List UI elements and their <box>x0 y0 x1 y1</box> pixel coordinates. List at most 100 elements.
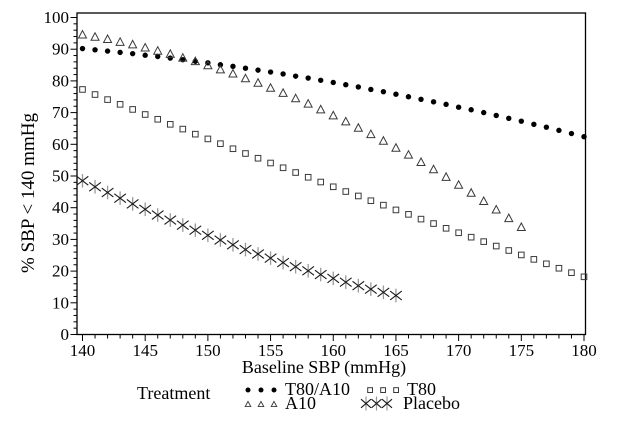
y-tick-label: 60 <box>52 135 69 154</box>
data-point-marker <box>278 87 288 97</box>
open-triangle-marker-icon <box>244 399 278 407</box>
data-point-marker <box>441 171 451 181</box>
data-point-marker <box>353 122 364 132</box>
data-point-marker <box>279 164 287 172</box>
data-point-marker <box>556 127 562 134</box>
data-point-marker <box>304 173 312 181</box>
data-point-marker <box>506 115 512 122</box>
y-tick-label: 40 <box>52 198 69 217</box>
data-point-marker <box>129 106 136 113</box>
plot-frame <box>76 12 587 336</box>
data-point-marker <box>418 96 424 102</box>
data-point-marker <box>403 149 414 159</box>
data-point-marker <box>428 164 439 174</box>
data-point-marker <box>355 192 362 200</box>
data-point-marker <box>417 215 425 223</box>
data-point-marker <box>416 156 426 166</box>
data-point-marker <box>230 63 236 70</box>
data-point-marker <box>267 159 274 167</box>
data-point-marker <box>505 247 513 254</box>
data-point-marker <box>453 179 464 189</box>
data-point-marker <box>242 65 249 71</box>
x-axis-title: Baseline SBP (mmHg) <box>241 357 407 377</box>
data-point-marker <box>328 110 339 120</box>
data-point-marker <box>228 68 238 78</box>
data-point-marker <box>165 48 176 58</box>
data-point-marker <box>142 52 148 58</box>
y-tick-label: 10 <box>52 293 69 312</box>
data-point-marker <box>177 52 188 62</box>
data-point-marker <box>192 130 199 138</box>
data-point-marker <box>90 31 100 41</box>
x-tick-label: 160 <box>321 341 347 360</box>
x-tick-label: 150 <box>195 341 221 360</box>
data-point-marker <box>140 42 151 52</box>
data-point-marker <box>491 204 502 214</box>
data-point-marker <box>380 201 387 209</box>
data-point-marker <box>215 64 226 74</box>
y-tick-label: 30 <box>52 230 69 249</box>
data-point-marker <box>455 229 462 237</box>
y-tick-label: 0 <box>61 325 70 344</box>
data-point-marker <box>343 82 349 88</box>
data-point-marker <box>481 109 487 116</box>
data-point-marker <box>292 169 299 176</box>
data-point-marker <box>305 75 311 81</box>
data-point-marker <box>530 256 538 263</box>
data-point-marker <box>154 115 162 123</box>
data-point-marker <box>265 82 276 92</box>
data-point-marker <box>217 140 224 147</box>
asterisk-marker-icon <box>360 396 393 411</box>
data-point-marker <box>478 195 489 205</box>
data-point-marker <box>203 60 213 70</box>
y-tick-label: 90 <box>52 40 69 59</box>
data-point-marker <box>503 213 514 223</box>
data-point-marker <box>516 221 527 231</box>
open-square-marker-icon <box>367 386 400 393</box>
data-point-marker <box>204 135 212 143</box>
data-point-marker <box>391 142 401 152</box>
filled-circle-marker-icon <box>245 387 277 392</box>
data-point-marker <box>366 129 376 139</box>
data-point-marker <box>405 211 412 218</box>
data-point-marker <box>380 88 387 95</box>
data-point-marker <box>91 91 99 98</box>
legend-title: Treatment <box>137 383 211 403</box>
data-point-marker <box>467 233 475 241</box>
y-tick-label: 20 <box>52 262 69 281</box>
data-point-marker <box>102 33 113 43</box>
data-point-marker <box>368 86 374 93</box>
data-point-marker <box>141 111 149 118</box>
data-point-marker <box>342 188 350 195</box>
x-tick-label: 165 <box>383 341 409 360</box>
data-point-marker <box>292 73 299 79</box>
data-point-marker <box>405 94 412 100</box>
data-point-marker <box>340 116 351 126</box>
legend-entry-t80-a10: T80/A10 <box>244 379 350 399</box>
data-point-marker <box>393 91 399 97</box>
data-point-marker <box>152 45 163 55</box>
data-point-marker <box>555 264 563 272</box>
data-point-marker <box>315 104 326 114</box>
data-point-marker <box>329 183 337 191</box>
legend-entry-placebo: Placebo <box>360 393 460 413</box>
data-point-marker <box>543 124 550 130</box>
series-placebo <box>76 173 403 303</box>
data-point-marker <box>442 225 450 232</box>
data-point-marker <box>318 77 324 83</box>
legend-label-a10: A10 <box>285 393 316 413</box>
legend-label-t80: T80 <box>407 379 436 399</box>
data-point-marker <box>254 154 262 162</box>
y-tick-label: 100 <box>44 8 70 27</box>
x-tick-label: 155 <box>258 341 284 360</box>
series-a10 <box>77 29 527 231</box>
x-axis-ticks: 140 145 150 155 160 165 170 175 180 <box>70 334 597 360</box>
data-point-marker <box>155 53 161 60</box>
data-point-marker <box>468 107 474 113</box>
data-point-marker <box>166 121 174 128</box>
data-point-marker <box>480 238 487 245</box>
y-axis-ticks: 0 10 20 30 40 50 60 70 80 90 100 <box>44 8 77 344</box>
data-point-marker <box>190 56 201 66</box>
data-point-marker <box>127 39 138 49</box>
